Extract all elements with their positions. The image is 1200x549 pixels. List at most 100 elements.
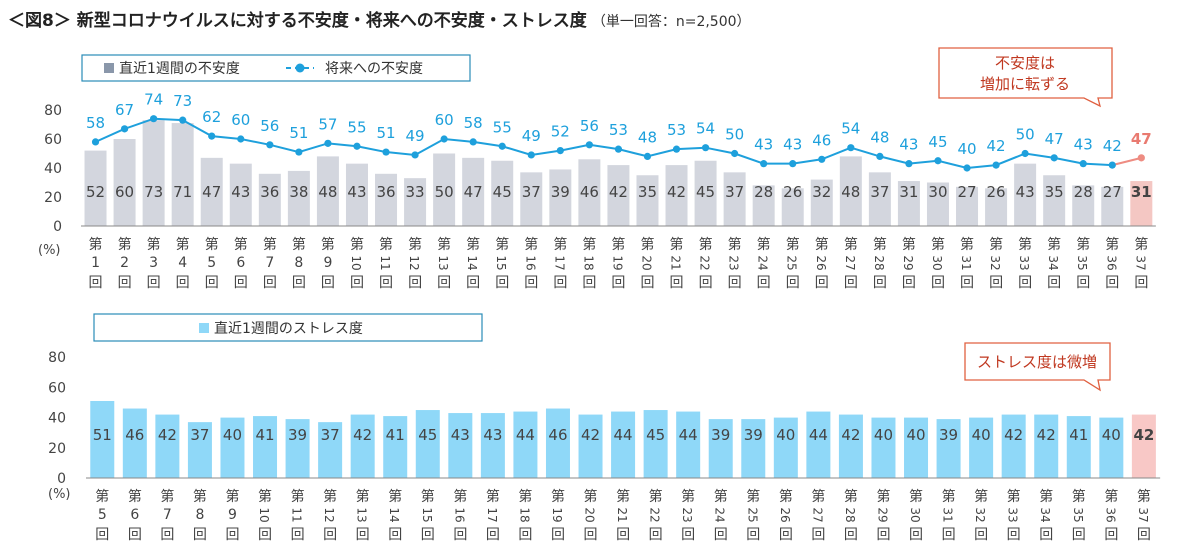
category-label-number: 22: [648, 507, 662, 522]
category-label-prefix: 第: [989, 236, 1003, 253]
bar: [433, 153, 456, 226]
bar: [1072, 185, 1095, 226]
category-label-suffix: 回: [551, 527, 565, 543]
category-label-number: 36: [1104, 255, 1118, 270]
category-label-prefix: 第: [942, 488, 956, 505]
category-label-prefix: 第: [1072, 488, 1086, 505]
category-label-prefix: 第: [1104, 488, 1118, 505]
bar: [956, 186, 979, 226]
category-label-number: 6: [130, 507, 139, 523]
bar-value-label: 37: [725, 183, 744, 201]
category-label-number: 7: [163, 507, 172, 523]
bar-value-label: 32: [812, 183, 831, 201]
category-label-number: 34: [1046, 255, 1060, 270]
category-label-suffix: 回: [147, 275, 161, 291]
category-label-number: 20: [583, 507, 597, 522]
y-tick-label: 80: [48, 350, 66, 366]
line-value-label: 53: [667, 121, 686, 139]
legend-line-label: 将来への不安度: [325, 61, 423, 77]
bar-value-label: 40: [1102, 426, 1121, 444]
bar: [1099, 417, 1124, 478]
category-label-number: 17: [552, 255, 566, 270]
bar: [1043, 175, 1066, 226]
bar-value-label: 47: [202, 183, 221, 201]
bar: [90, 400, 115, 478]
category-label-suffix: 回: [1018, 275, 1032, 291]
bar: [345, 163, 368, 226]
line-point: [498, 142, 506, 150]
bar: [838, 414, 863, 478]
category-label-suffix: 回: [779, 527, 793, 543]
category-label-suffix: 回: [356, 527, 370, 543]
bar: [871, 417, 896, 478]
category-label-suffix: 回: [1134, 275, 1148, 291]
category-label-suffix: 回: [1104, 527, 1118, 543]
bar-value-label: 35: [1045, 183, 1064, 201]
category-label-number: 26: [814, 255, 828, 270]
line-value-label: 42: [987, 137, 1006, 155]
line-value-label: 49: [522, 127, 541, 145]
bar: [936, 419, 961, 478]
category-label-number: 28: [843, 507, 857, 522]
category-label-number: 33: [1006, 507, 1020, 522]
category-label-prefix: 第: [225, 488, 239, 505]
category-label-prefix: 第: [466, 236, 480, 253]
category-label-number: 30: [908, 507, 922, 522]
bar-value-label: 37: [190, 426, 209, 444]
line-point: [150, 115, 158, 123]
category-label-number: 30: [930, 255, 944, 270]
category-label-suffix: 回: [263, 275, 277, 291]
category-label-prefix: 第: [350, 236, 364, 253]
line-value-label: 62: [202, 108, 221, 126]
line-value-label: 50: [725, 126, 744, 144]
category-label-prefix: 第: [437, 236, 451, 253]
category-label-number: 20: [639, 255, 653, 270]
category-label-prefix: 第: [1137, 488, 1151, 505]
bar-value-label: 39: [288, 426, 307, 444]
category-label-prefix: 第: [553, 236, 567, 253]
category-label-number: 35: [1071, 507, 1085, 522]
legend-bar-swatch: [104, 63, 114, 73]
line-value-label: 73: [173, 92, 192, 110]
category-label-prefix: 第: [649, 488, 663, 505]
category-label-prefix: 第: [89, 236, 103, 253]
bar-value-label: 39: [551, 183, 570, 201]
category-label-prefix: 第: [714, 488, 728, 505]
category-label-prefix: 第: [1047, 236, 1061, 253]
category-label-prefix: 第: [518, 488, 532, 505]
category-label-prefix: 第: [1076, 236, 1090, 253]
line-point: [672, 145, 681, 153]
bar: [383, 416, 408, 478]
line-series: [95, 117, 1113, 170]
bar: [1101, 186, 1124, 226]
bar: [611, 411, 636, 478]
category-label-number: 9: [323, 255, 332, 271]
category-label-number: 37: [1136, 507, 1150, 522]
category-label-prefix: 第: [873, 236, 887, 253]
bar: [415, 410, 440, 478]
line-point: [643, 152, 652, 160]
line-value-label: 48: [870, 128, 889, 146]
category-label-suffix: 回: [466, 275, 480, 291]
bar: [1130, 181, 1153, 226]
line-point: [876, 152, 884, 160]
category-label-prefix: 第: [205, 236, 219, 253]
bar-value-label: 46: [125, 426, 144, 444]
category-label-suffix: 回: [553, 275, 567, 291]
category-label-suffix: 回: [291, 527, 305, 543]
bar-value-label: 43: [451, 426, 470, 444]
category-label-number: 8: [294, 255, 303, 271]
bar: [513, 411, 538, 478]
category-label-suffix: 回: [786, 275, 800, 291]
line-value-label: 56: [260, 117, 279, 135]
line-point: [760, 160, 768, 168]
legend-line-marker: [295, 63, 305, 73]
category-label-number: 12: [407, 255, 421, 270]
legend-bar-label: 直近1週間の不安度: [119, 60, 240, 77]
bar-value-label: 37: [321, 426, 340, 444]
category-label-suffix: 回: [379, 275, 393, 291]
line-point: [411, 151, 419, 159]
line-value-label: 74: [144, 91, 163, 109]
category-label-prefix: 第: [551, 488, 565, 505]
category-label-number: 10: [257, 507, 271, 522]
